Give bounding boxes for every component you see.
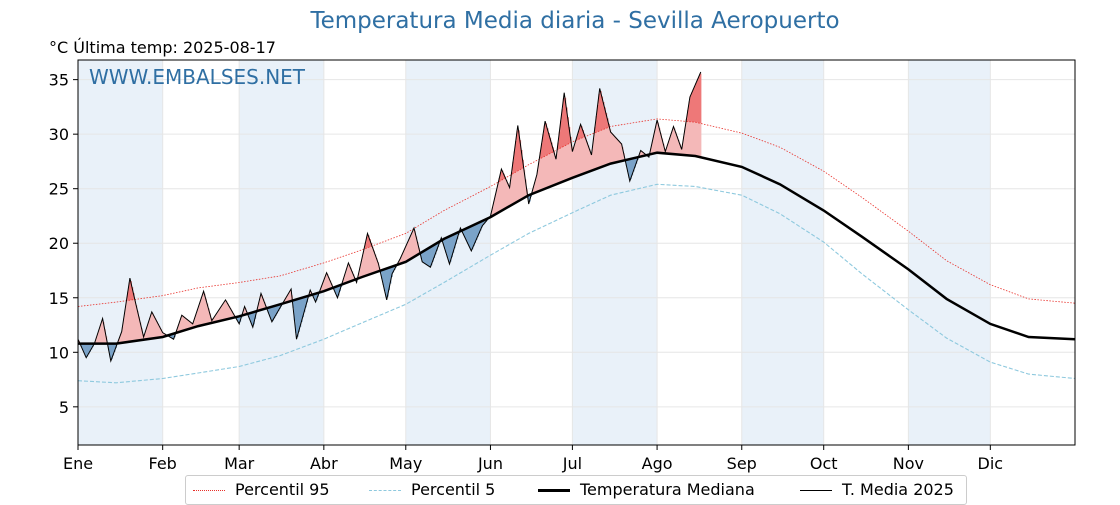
x-tick-label: Dic xyxy=(978,454,1004,473)
x-tick-label: Feb xyxy=(149,454,177,473)
legend-item-p5: Percentil 5 xyxy=(369,480,495,499)
month-shade xyxy=(742,60,824,445)
above-median-fill xyxy=(699,123,701,157)
legend-label-p95: Percentil 95 xyxy=(235,480,330,499)
y-tick-label: 5 xyxy=(59,398,69,417)
month-shade xyxy=(78,60,163,445)
x-tick-label: Mar xyxy=(224,454,255,473)
legend-swatch-current xyxy=(800,490,832,491)
x-tick-label: Abr xyxy=(310,454,338,473)
x-tick-label: May xyxy=(389,454,422,473)
month-shade xyxy=(572,60,657,445)
month-shade xyxy=(239,60,324,445)
legend-label-current: T. Media 2025 xyxy=(842,480,954,499)
y-tick-label: 15 xyxy=(49,289,69,308)
legend-item-p95: Percentil 95 xyxy=(193,480,330,499)
y-tick-label: 25 xyxy=(49,180,69,199)
y-tick-label: 30 xyxy=(49,125,69,144)
month-shade xyxy=(908,60,990,445)
y-tick-label: 20 xyxy=(49,234,69,253)
y-tick-label: 35 xyxy=(49,71,69,90)
x-tick-label: Ago xyxy=(642,454,673,473)
x-tick-label: Jul xyxy=(562,454,582,473)
x-tick-label: Oct xyxy=(810,454,838,473)
x-tick-label: Sep xyxy=(727,454,757,473)
legend-label-p5: Percentil 5 xyxy=(411,480,495,499)
x-tick-label: Ene xyxy=(63,454,93,473)
legend-swatch-p95 xyxy=(193,490,225,491)
above-p95-fill xyxy=(699,74,701,124)
legend-swatch-median xyxy=(538,489,570,492)
watermark-text: WWW.EMBALSES.NET xyxy=(89,65,306,89)
x-tick-label: Jun xyxy=(477,454,503,473)
x-tick-label: Nov xyxy=(893,454,924,473)
y-tick-label: 10 xyxy=(49,343,69,362)
legend-label-median: Temperatura Mediana xyxy=(580,480,755,499)
legend-item-current: T. Media 2025 xyxy=(800,480,954,499)
legend-item-median: Temperatura Mediana xyxy=(538,480,755,499)
chart-legend: Percentil 95 Percentil 5 Temperatura Med… xyxy=(185,475,967,505)
legend-swatch-p5 xyxy=(369,490,401,491)
